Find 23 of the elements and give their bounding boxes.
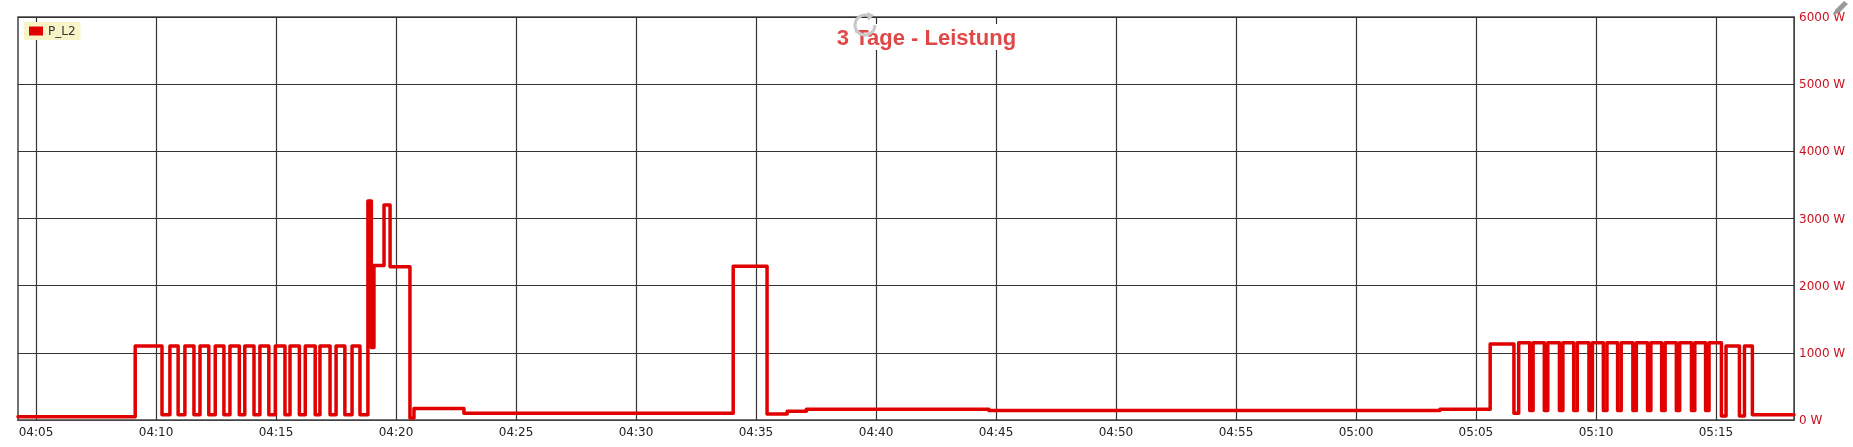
x-tick-label: 04:05 xyxy=(18,425,54,439)
x-tick-label: 04:15 xyxy=(258,425,294,439)
y-tick-label: 5000 W xyxy=(1799,77,1846,92)
y-tick-label: 1000 W xyxy=(1799,345,1846,360)
x-tick-label: 04:55 xyxy=(1218,425,1254,439)
legend-label: P_L2 xyxy=(48,24,76,38)
x-tick-label: 04:20 xyxy=(378,425,414,439)
x-tick-label: 05:10 xyxy=(1578,425,1614,439)
chart-title: 3 Tage - Leistung xyxy=(836,24,1017,50)
x-tick-label: 04:40 xyxy=(858,425,894,439)
x-tick-label: 05:00 xyxy=(1338,425,1374,439)
x-tick-label: 05:15 xyxy=(1698,425,1734,439)
x-tick-label: 04:50 xyxy=(1098,425,1134,439)
x-tick-label: 04:25 xyxy=(498,425,534,439)
y-tick-label: 0 W xyxy=(1799,413,1823,427)
x-tick-label: 05:05 xyxy=(1458,425,1494,439)
y-tick-label: 4000 W xyxy=(1799,144,1846,159)
y-tick-label: 2000 W xyxy=(1799,278,1846,293)
x-tick-label: 04:10 xyxy=(138,425,174,439)
x-tick-label: 04:30 xyxy=(618,425,654,439)
x-tick-label: 04:35 xyxy=(738,425,774,439)
y-tick-label: 3000 W xyxy=(1799,211,1846,226)
x-tick-label: 04:45 xyxy=(978,425,1014,439)
